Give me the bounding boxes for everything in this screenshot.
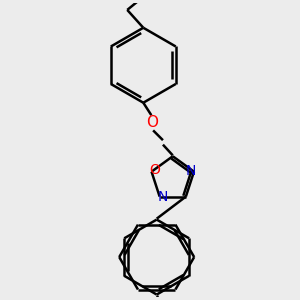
Text: N: N (158, 190, 168, 205)
Text: N: N (185, 164, 196, 178)
Text: O: O (150, 163, 160, 177)
Text: O: O (146, 115, 158, 130)
